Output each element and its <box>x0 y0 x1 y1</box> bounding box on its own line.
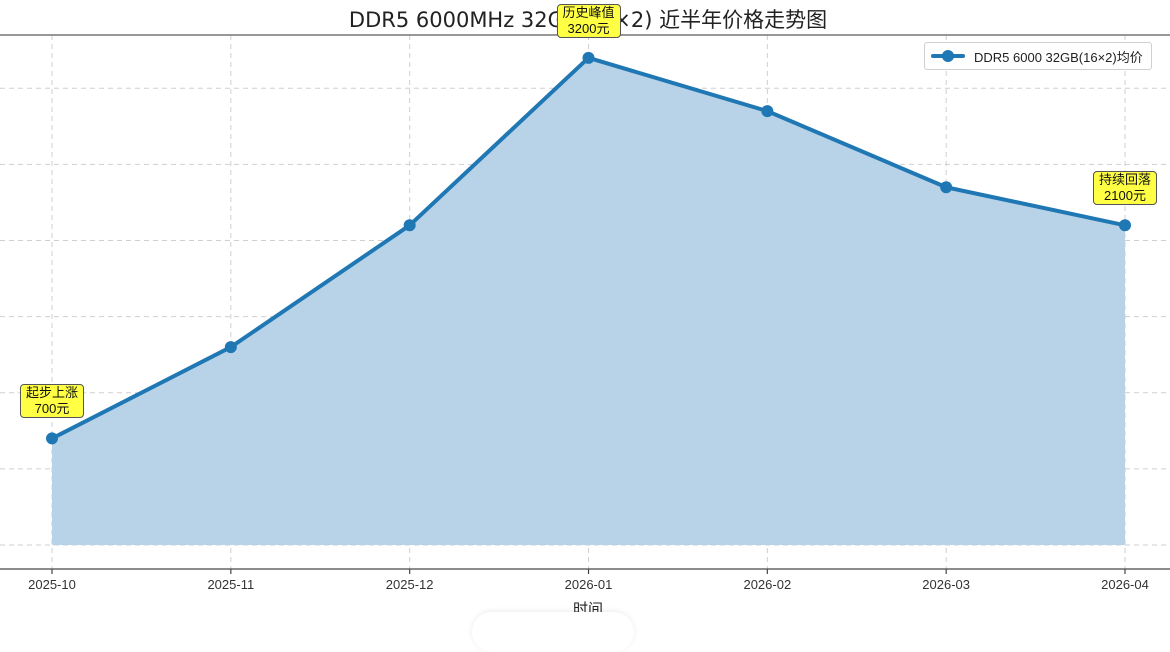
x-tick-label: 2025-11 <box>207 577 255 592</box>
legend-label: DDR5 6000 32GB(16×2)均价 <box>974 49 1143 65</box>
legend: DDR5 6000 32GB(16×2)均价 <box>924 42 1152 70</box>
legend-line-marker-icon <box>931 50 965 62</box>
x-tick-label: 2026-01 <box>564 577 613 592</box>
x-ticks <box>51 569 1126 574</box>
data-point <box>582 51 595 64</box>
data-point <box>224 341 237 354</box>
annotation-box: 持续回落 2100元 <box>1092 171 1158 206</box>
plot-area <box>0 34 1170 574</box>
x-tick-label: 2025-12 <box>385 577 434 592</box>
data-point <box>46 432 58 445</box>
data-point <box>940 181 953 194</box>
data-point <box>1119 219 1131 232</box>
annotation-value: 700元 <box>34 401 70 417</box>
area-fill <box>52 57 1125 546</box>
annotation-value: 2100元 <box>1104 188 1146 204</box>
annotation-label: 持续回落 <box>1098 173 1152 189</box>
annotation-label: 历史峰值 <box>562 5 615 21</box>
data-point-markers <box>46 51 1131 445</box>
annotation-label: 起步上涨 <box>25 386 79 402</box>
x-tick-label: 2026-03 <box>922 577 971 592</box>
annotation-value: 3200元 <box>567 20 610 36</box>
data-point <box>761 105 774 118</box>
floating-toolbar-edge <box>472 612 634 652</box>
x-tick-label: 2026-02 <box>743 577 792 592</box>
data-point <box>403 219 416 232</box>
annotation-box: 起步上涨 700元 <box>19 384 85 419</box>
annotation-box: 历史峰值 3200元 <box>556 3 621 38</box>
x-tick-label: 2026-04 <box>1101 577 1149 592</box>
x-tick-label: 2025-10 <box>28 577 76 592</box>
